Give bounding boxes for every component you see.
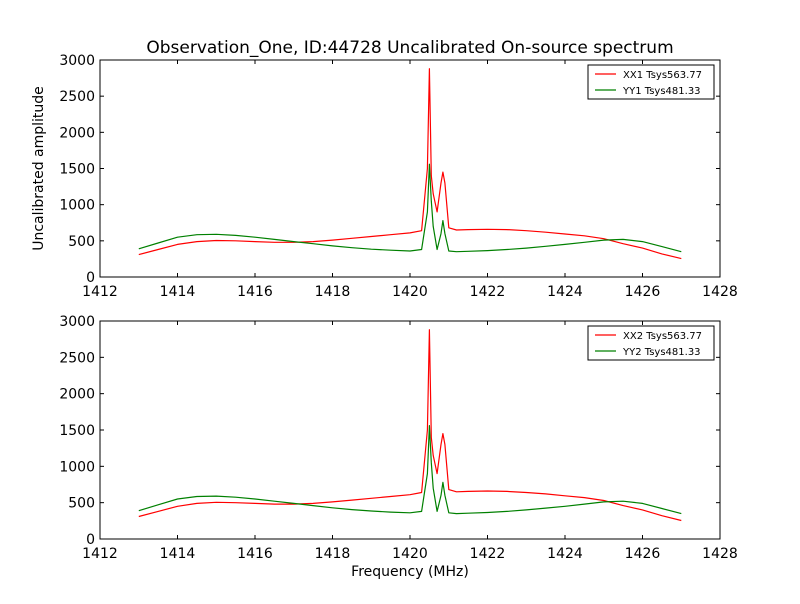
series-line-2-2 (138, 425, 682, 515)
x-tick-label: 1426 (625, 284, 661, 300)
chart-title: Observation_One, ID:44728 Uncalibrated O… (146, 38, 673, 58)
y-tick-label: 3000 (59, 53, 95, 69)
chart-panel-2: 1412 1414 1416 1418 1420 1422 1424 1426 1428 0 500… (59, 314, 737, 580)
x-tick-label: 1424 (547, 546, 583, 562)
y-tick-label: 2500 (59, 89, 95, 105)
x-tick-label: 1422 (470, 284, 506, 300)
legend-box (587, 325, 715, 361)
legend-label: XX1 Tsys563.77 (623, 70, 702, 81)
panels: 1412 1414 1416 1418 1420 1422 1424 1426 1428 0 500… (31, 53, 738, 580)
x-tick-label: 1416 (237, 284, 273, 300)
x-tick-label: 1412 (82, 284, 118, 300)
x-tick-label: 1426 (625, 546, 661, 562)
x-tick-label: 1428 (702, 546, 738, 562)
y-tick-label: 2000 (59, 125, 95, 141)
legend-box (587, 64, 715, 100)
y-tick-label: 1000 (59, 198, 95, 214)
legend-label: XX2 Tsys563.77 (623, 331, 702, 342)
y-tick-label: 1000 (59, 459, 95, 475)
legend-2: XX2 Tsys563.77 YY2 Tsys481.33 (587, 325, 715, 361)
y-tick-label: 0 (86, 532, 95, 548)
x-tick-label: 1414 (160, 546, 196, 562)
x-tick-label: 1412 (82, 546, 118, 562)
y-tick-label: 1500 (59, 423, 95, 439)
x-tick-label: 1420 (392, 284, 428, 300)
x-axis-label: Frequency (MHz) (351, 564, 469, 580)
y-tick-label: 2500 (59, 350, 95, 366)
series-line-1-1 (138, 68, 682, 260)
x-tick-label: 1428 (702, 284, 738, 300)
legend-label: YY2 Tsys481.33 (622, 347, 701, 358)
x-tick-label: 1418 (315, 546, 351, 562)
y-tick-label: 0 (86, 270, 95, 286)
legend-label: YY1 Tsys481.33 (622, 86, 701, 97)
series-line-1-2 (138, 163, 682, 253)
x-tick-label: 1418 (315, 284, 351, 300)
x-tick-label: 1414 (160, 284, 196, 300)
y-axis-label: Uncalibrated amplitude (31, 86, 47, 251)
y-tick-label: 2000 (59, 387, 95, 403)
y-tick-label: 500 (68, 496, 95, 512)
y-tick-label: 500 (68, 234, 95, 250)
x-tick-label: 1422 (470, 546, 506, 562)
x-tick-label: 1420 (392, 546, 428, 562)
chart-panel-1: 1412 1414 1416 1418 1420 1422 1424 1426 1428 0 500… (31, 53, 738, 300)
legend-1: XX1 Tsys563.77 YY1 Tsys481.33 (587, 64, 715, 100)
series-line-2-1 (138, 329, 682, 522)
x-tick-label: 1416 (237, 546, 273, 562)
y-tick-label: 3000 (59, 314, 95, 330)
y-tick-label: 1500 (59, 162, 95, 178)
x-tick-label: 1424 (547, 284, 583, 300)
